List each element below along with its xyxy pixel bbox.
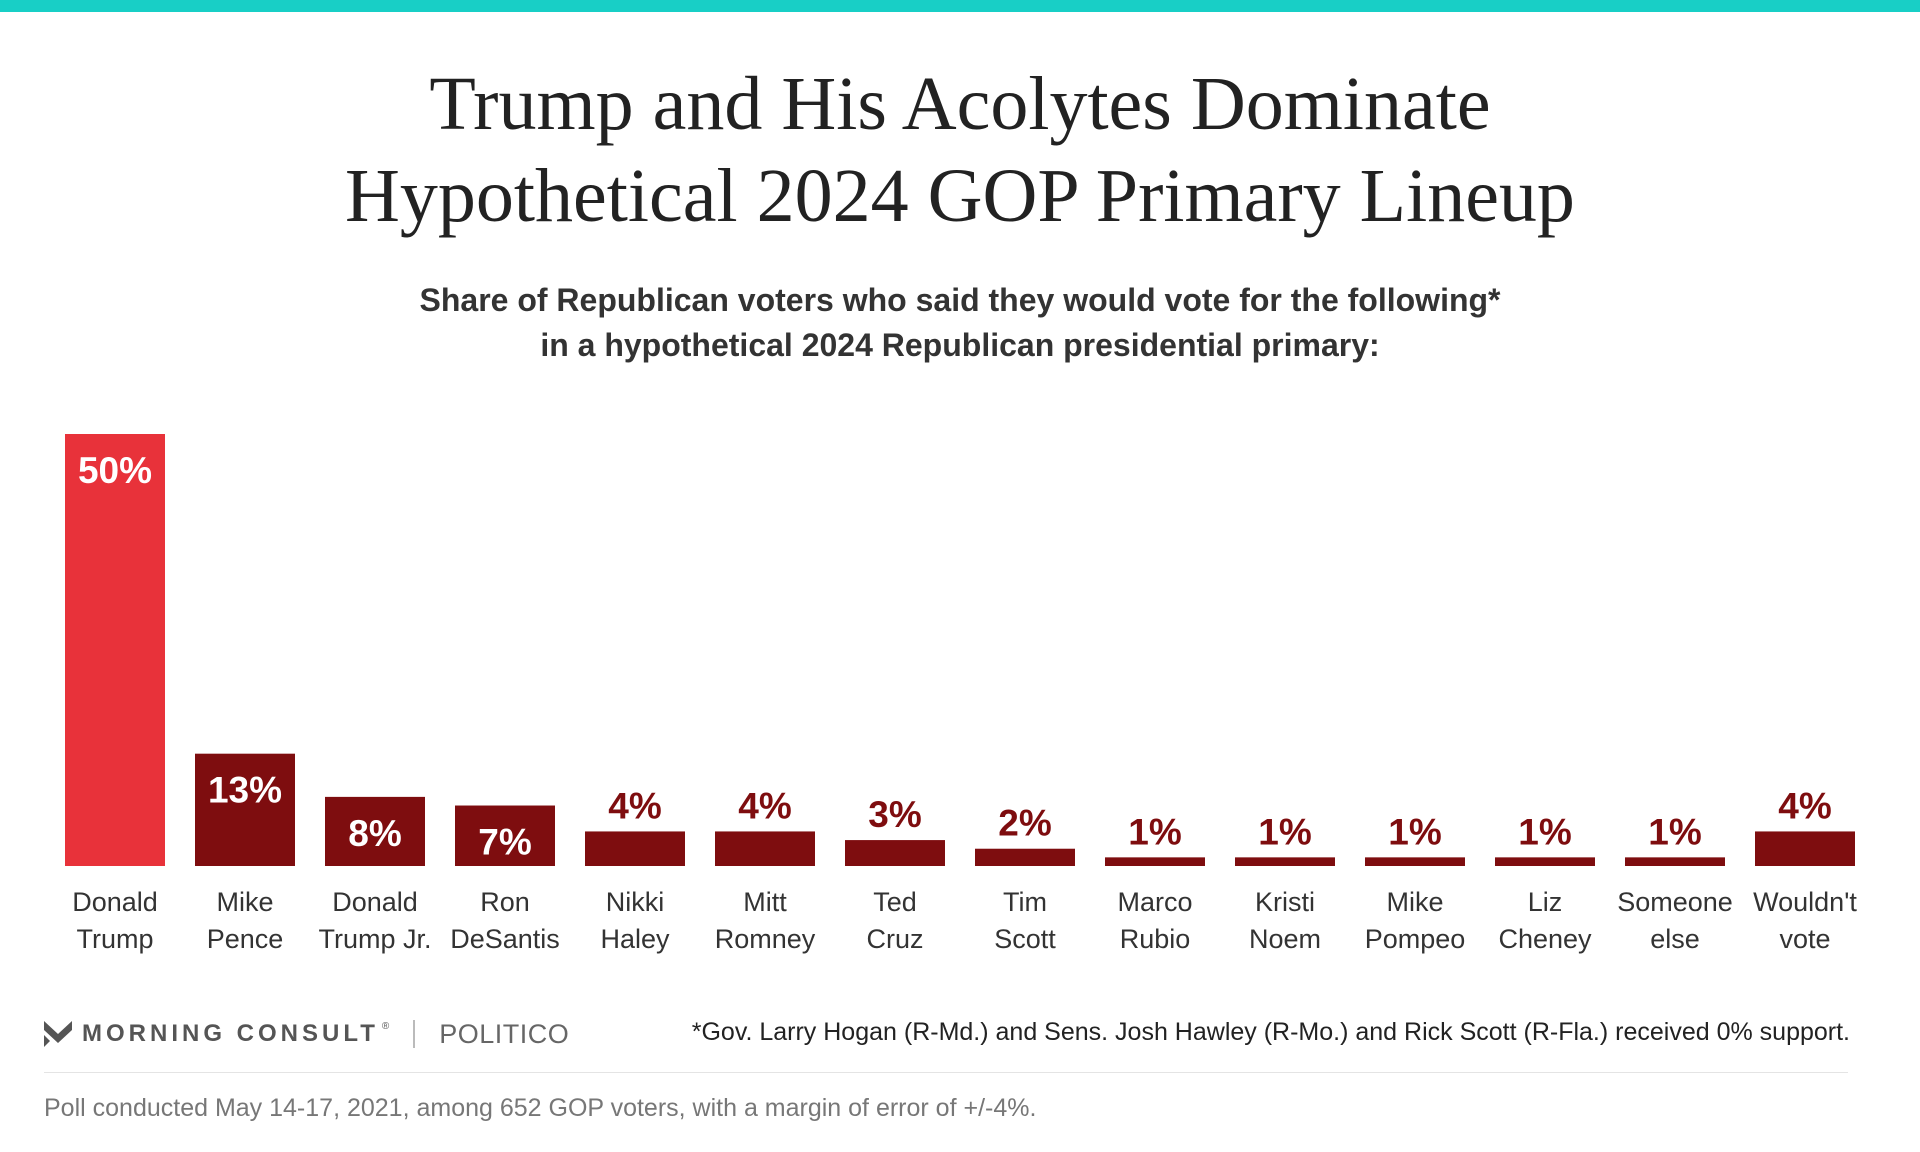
bar-value-label: 1% (1648, 811, 1701, 852)
bar (325, 796, 425, 866)
bar-value-label: 1% (1258, 811, 1311, 852)
bar-chart: 50% Donald Trump 13% Mike Pence 8% Donald Trump … (65, 434, 1857, 954)
bar (1365, 857, 1465, 866)
footer-divider (44, 1072, 1848, 1073)
bar-value-label: 1% (1518, 811, 1571, 852)
trademark-mark: ® (381, 1021, 390, 1032)
category-label: Ted (873, 887, 917, 917)
category-label: Rubio (1120, 924, 1191, 954)
logo-divider (413, 1020, 416, 1048)
category-label: Mitt (743, 887, 787, 917)
subtitle-line: Share of Republican voters who said they… (419, 282, 1501, 318)
category-label: Marco (1117, 887, 1192, 917)
source-note: Poll conducted May 14-17, 2021, among 65… (44, 1094, 1037, 1122)
category-label: vote (1779, 924, 1830, 954)
bar (585, 831, 685, 866)
footer-logos: MORNING CONSULT ® POLITICO (44, 1017, 569, 1051)
bar-value-label: 4% (608, 785, 661, 826)
category-label: Pence (207, 924, 284, 954)
bar (65, 434, 165, 866)
subtitle-line: in a hypothetical 2024 Republican presid… (540, 327, 1380, 363)
bar (455, 805, 555, 866)
bar (1495, 857, 1595, 866)
category-label: Mike (1386, 887, 1443, 917)
bar (1625, 857, 1725, 866)
category-label: Donald (72, 887, 158, 917)
category-label: Wouldn't (1753, 887, 1857, 917)
chart-title: Trump and His Acolytes Dominate Hypothet… (0, 58, 1920, 242)
bar (195, 753, 295, 866)
bar-value-label: 7% (478, 822, 531, 863)
category-label: Romney (715, 924, 816, 954)
bar-value-label: 8% (348, 813, 401, 854)
bar-value-label: 3% (868, 794, 921, 835)
bar-value-label: 13% (208, 770, 282, 811)
category-label: Noem (1249, 924, 1321, 954)
bar (975, 848, 1075, 866)
bar-value-label: 4% (1778, 785, 1831, 826)
title-line: Trump and His Acolytes Dominate (429, 62, 1491, 146)
bar-value-label: 2% (998, 803, 1051, 844)
bar-value-label: 4% (738, 785, 791, 826)
morning-consult-wordmark: MORNING CONSULT (82, 1020, 379, 1047)
top-accent-bar (0, 0, 1920, 12)
bar (1755, 831, 1855, 866)
category-label: Liz (1528, 887, 1563, 917)
category-label: Nikki (606, 887, 665, 917)
category-label: Haley (600, 924, 670, 954)
bar-value-label: 1% (1128, 811, 1181, 852)
category-label: Pompeo (1365, 924, 1466, 954)
politico-wordmark: POLITICO (439, 1018, 570, 1049)
category-label: Trump (76, 924, 153, 954)
footnote: *Gov. Larry Hogan (R-Md.) and Sens. Josh… (691, 1018, 1850, 1046)
category-label: Tim (1003, 887, 1047, 917)
category-label: DeSantis (450, 924, 560, 954)
category-label: Kristi (1255, 887, 1315, 917)
bar (715, 831, 815, 866)
category-label: Someone (1617, 887, 1733, 917)
category-label: Ron (480, 887, 530, 917)
bar (1235, 857, 1335, 866)
title-line: Hypothetical 2024 GOP Primary Lineup (345, 154, 1575, 238)
bar (845, 840, 945, 866)
category-label: Donald (332, 887, 418, 917)
bar-value-label: 1% (1388, 811, 1441, 852)
category-label: Trump Jr. (318, 924, 431, 954)
bar (1105, 857, 1205, 866)
category-label: Mike (216, 887, 273, 917)
category-label: Cruz (866, 924, 923, 954)
chart-subtitle: Share of Republican voters who said they… (0, 278, 1920, 368)
category-label: Cheney (1498, 924, 1592, 954)
morning-consult-logo-icon (44, 1021, 72, 1047)
category-label: else (1650, 924, 1700, 954)
category-label: Scott (994, 924, 1056, 954)
bar-value-label: 50% (78, 450, 152, 491)
